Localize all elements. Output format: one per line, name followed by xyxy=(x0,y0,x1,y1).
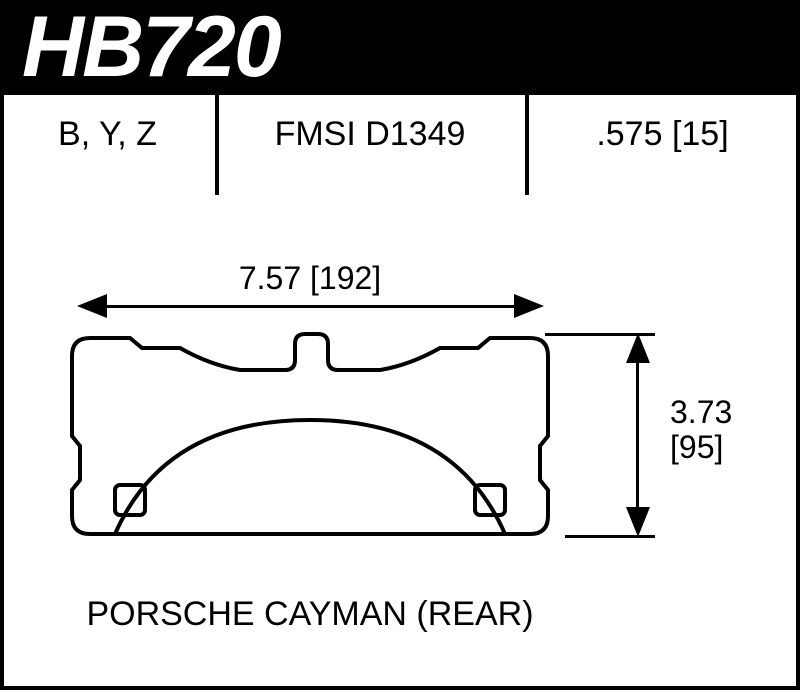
brake-pad-drawing xyxy=(70,330,550,540)
height-line2: [95] xyxy=(670,429,723,465)
height-line1: 3.73 xyxy=(670,394,732,430)
height-dimension-line xyxy=(636,355,639,514)
fmsi-cell: FMSI D1349 xyxy=(215,115,525,175)
header-bar: HB720 xyxy=(0,0,800,95)
height-arrow-down-icon xyxy=(626,507,650,537)
thickness-cell: .575 [15] xyxy=(525,115,800,175)
compounds-cell: B, Y, Z xyxy=(0,115,215,175)
height-dimension-label: 3.73 [95] xyxy=(670,395,780,465)
product-label: PORSCHE CAYMAN (REAR) xyxy=(0,595,620,634)
width-dimension-line xyxy=(95,305,525,308)
diagram-container: HB720 B, Y, Z FMSI D1349 .575 [15] 7.57 … xyxy=(0,0,800,691)
width-dimension-label: 7.57 [192] xyxy=(95,260,525,297)
part-number: HB720 xyxy=(22,0,280,95)
width-arrow-right-icon xyxy=(514,294,544,318)
